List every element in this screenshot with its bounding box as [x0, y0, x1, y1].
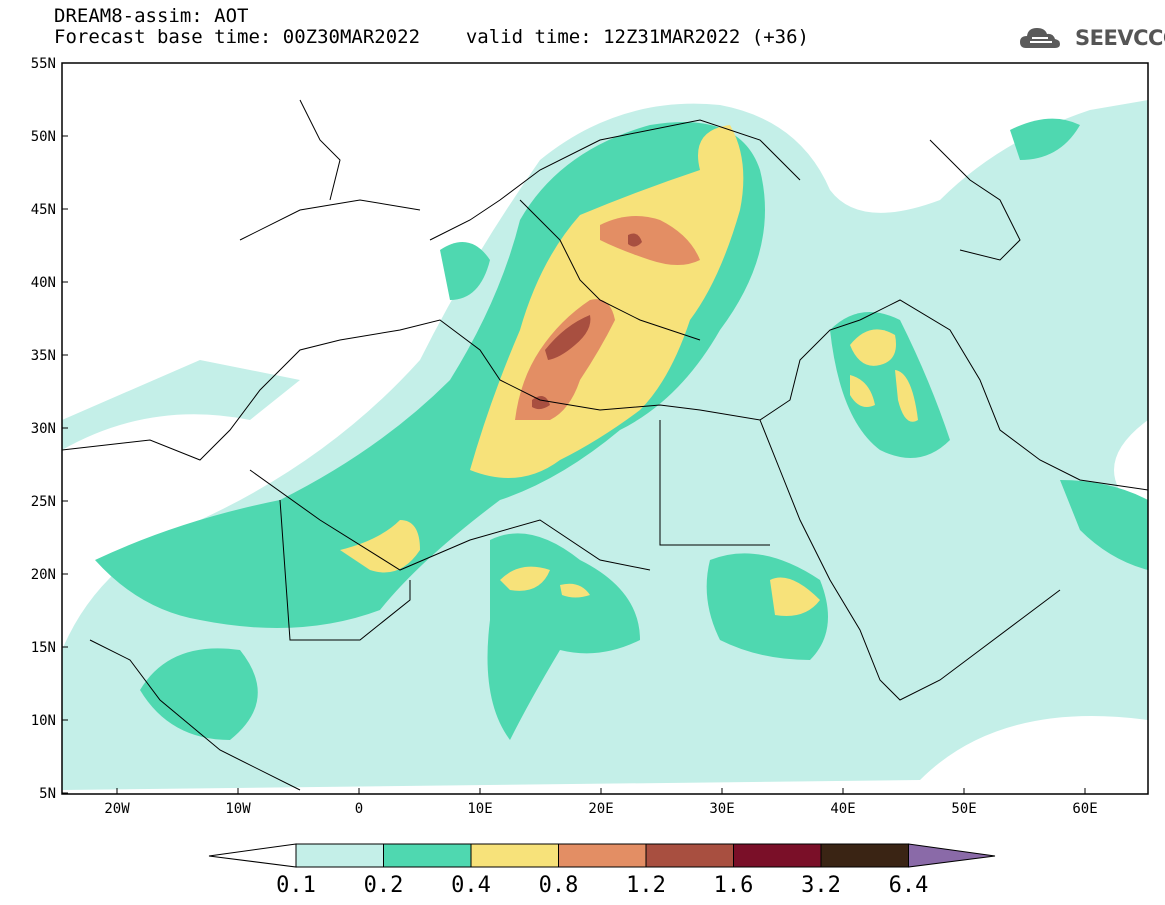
- lat-label: 50N: [31, 129, 56, 145]
- colorbar-label: 6.4: [889, 873, 929, 898]
- lat-label: 25N: [31, 494, 56, 510]
- colorbar-swatch: [645, 843, 734, 868]
- lon-label: 10W: [225, 801, 251, 817]
- model-title: DREAM8-assim: AOT: [54, 5, 249, 27]
- valid-time: valid time: 12Z31MAR2022 (+36): [465, 26, 809, 48]
- map-title: DREAM8-assim: AOT Forecast base time: 00…: [54, 6, 809, 48]
- colorbar-label: 1.6: [714, 873, 754, 898]
- lat-label: 15N: [31, 640, 56, 656]
- colorbar-swatch: [558, 843, 647, 868]
- lon-labels: 20W 10W 0 10E 20E 30E 40E 50E 60E: [104, 801, 1097, 817]
- colorbar-swatch: [295, 843, 384, 868]
- aot-level-0.8: [515, 216, 700, 420]
- base-time: Forecast base time: 00Z30MAR2022: [54, 26, 421, 48]
- lon-ticks: [116, 788, 1086, 794]
- lon-label: 20E: [588, 801, 613, 817]
- lat-label: 40N: [31, 275, 56, 291]
- lat-label: 45N: [31, 202, 56, 218]
- lon-label: 0: [355, 801, 363, 817]
- lon-label: 10E: [467, 801, 492, 817]
- logo-text: SEEVCCC: [1075, 26, 1165, 50]
- aot-field: [62, 63, 1148, 794]
- coastlines: [62, 99, 1148, 791]
- lat-label: 55N: [31, 56, 56, 72]
- colorbar-label: 0.4: [451, 873, 491, 898]
- colorbar-swatch: [908, 843, 996, 868]
- lat-label: 35N: [31, 348, 56, 364]
- colorbar-label: 0.8: [539, 873, 579, 898]
- lat-labels: 55N 50N 45N 40N 35N 30N 25N 20N 15N 10N …: [31, 56, 56, 802]
- aot-level-1.2: [532, 233, 642, 410]
- colorbar-swatch: [820, 843, 909, 868]
- lon-label: 60E: [1072, 801, 1097, 817]
- lon-label: 40E: [830, 801, 855, 817]
- lat-ticks: [62, 62, 68, 794]
- lon-label: 50E: [951, 801, 976, 817]
- colorbar-swatch: [208, 843, 297, 868]
- colorbar: [208, 843, 996, 868]
- colorbar-swatch: [470, 843, 559, 868]
- colorbar-label: 1.2: [626, 873, 666, 898]
- colorbar-swatch: [733, 843, 822, 868]
- colorbar-label: 3.2: [801, 873, 841, 898]
- colorbar-swatch: [383, 843, 472, 868]
- lat-label: 20N: [31, 567, 56, 583]
- lat-label: 30N: [31, 421, 56, 437]
- lon-label: 20W: [104, 801, 130, 817]
- colorbar-label: 0.2: [364, 873, 404, 898]
- lon-label: 30E: [709, 801, 734, 817]
- lat-label: 10N: [31, 713, 56, 729]
- cloud-icon: [1020, 28, 1060, 48]
- colorbar-labels: 0.1 0.2 0.4 0.8 1.2 1.6 3.2 6.4: [276, 873, 928, 898]
- colorbar-label: 0.1: [276, 873, 316, 898]
- lat-label: 5N: [39, 786, 56, 802]
